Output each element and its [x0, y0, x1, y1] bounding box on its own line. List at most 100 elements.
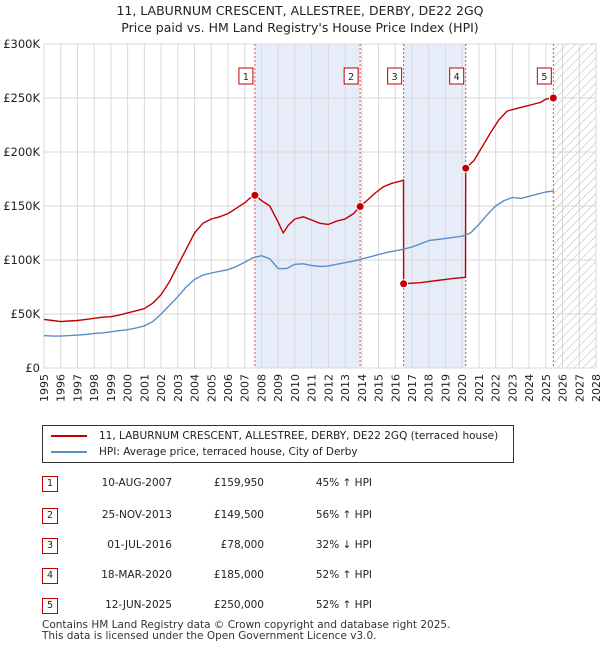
y-tick-label: £200K — [3, 145, 40, 159]
y-tick-label: £250K — [3, 91, 40, 105]
sale-number-badge: 2 — [42, 508, 58, 524]
x-tick-label: 2011 — [306, 374, 319, 402]
sale-number-badge: 3 — [42, 538, 58, 554]
x-tick-label: 2016 — [389, 374, 402, 402]
x-tick-label: 2022 — [490, 374, 503, 402]
x-tick-label: 2015 — [373, 374, 386, 402]
sale-point — [250, 190, 260, 200]
x-tick-label: 2006 — [222, 374, 235, 402]
legend: 11, LABURNUM CRESCENT, ALLESTREE, DERBY,… — [42, 425, 514, 463]
sale-price: £149,500 — [213, 509, 264, 521]
sale-label-box — [238, 67, 254, 85]
series-line-hpi — [43, 190, 555, 337]
chart-title: 11, LABURNUM CRESCENT, ALLESTREE, DERBY,… — [116, 3, 484, 18]
x-tick-label: 2012 — [322, 374, 335, 402]
y-tick-label: £50K — [11, 307, 41, 321]
x-tick-label: 2010 — [289, 374, 302, 402]
x-tick-label: 2014 — [356, 374, 369, 402]
y-tick-label: £150K — [3, 199, 40, 213]
y-tick-label: £100K — [3, 253, 40, 267]
legend-swatch-hpi — [51, 451, 87, 453]
sale-hpi-change: 45% ↑ HPI — [315, 477, 372, 489]
x-tick-label: 1998 — [88, 374, 101, 402]
sale-price: £78,000 — [220, 539, 264, 551]
sale-labels: 1 2 3 4 5 — [238, 67, 552, 85]
chart-title-block: 11, LABURNUM CRESCENT, ALLESTREE, DERBY,… — [0, 2, 600, 36]
x-tick-label: 2026 — [557, 374, 570, 402]
y-tick-label: £0 — [25, 361, 40, 375]
sale-number-badge: 5 — [42, 598, 58, 614]
x-tick-label: 2007 — [239, 374, 252, 402]
x-tick-label: 2023 — [506, 374, 519, 402]
sale-points — [250, 93, 558, 289]
sale-price: £185,000 — [213, 569, 264, 581]
x-tick-label: 1996 — [55, 374, 68, 402]
y-tick-label: £300K — [3, 37, 40, 51]
x-tick-label: 2019 — [439, 374, 452, 402]
sale-row: 3 01-JUL-2016 £78,000 32% ↓ HPI — [42, 536, 582, 556]
x-tick-label: 2013 — [339, 374, 352, 402]
sale-label-number: 1 — [243, 72, 249, 83]
sale-row: 4 18-MAR-2020 £185,000 52% ↑ HPI — [42, 566, 582, 586]
x-tick-label: 1999 — [105, 374, 118, 402]
sale-price: £159,950 — [213, 477, 264, 489]
sale-hpi-change: 52% ↑ HPI — [315, 599, 372, 611]
sale-date: 25-NOV-2013 — [101, 509, 172, 521]
x-tick-label: 2025 — [540, 374, 553, 402]
sale-price: £250,000 — [213, 599, 264, 611]
sale-date: 12-JUN-2025 — [105, 599, 172, 611]
sale-hpi-change: 52% ↑ HPI — [315, 569, 372, 581]
x-tick-label: 2002 — [155, 374, 168, 402]
x-tick-label: 2017 — [406, 374, 419, 402]
x-tick-label: 2001 — [138, 374, 151, 402]
sale-point — [399, 279, 409, 289]
sale-date: 10-AUG-2007 — [101, 477, 172, 489]
x-tick-label: 2000 — [122, 374, 135, 402]
x-tick-label: 2027 — [573, 374, 586, 402]
sale-label-number: 5 — [541, 72, 547, 83]
legend-swatch-property — [51, 435, 87, 437]
x-tick-label: 2018 — [423, 374, 436, 402]
x-tick-label: 2024 — [523, 374, 536, 402]
x-tick-label: 2020 — [456, 374, 469, 402]
sale-label-number: 2 — [348, 72, 354, 83]
sale-label-box — [343, 67, 359, 85]
x-tick-label: 1995 — [38, 374, 51, 402]
forecast-hatched-area — [553, 44, 596, 368]
x-tick-label: 2005 — [205, 374, 218, 402]
forecast-hatch — [553, 44, 596, 368]
chart-subtitle: Price paid vs. HM Land Registry's House … — [121, 20, 479, 35]
sale-point — [461, 163, 471, 173]
x-tick-label: 2003 — [172, 374, 185, 402]
sale-date: 18-MAR-2020 — [101, 569, 172, 581]
sale-hpi-change: 56% ↑ HPI — [315, 509, 372, 521]
x-tick-label: 2021 — [473, 374, 486, 402]
sale-row: 1 10-AUG-2007 £159,950 45% ↑ HPI — [42, 474, 582, 494]
x-tick-label: 1997 — [71, 374, 84, 402]
footer: Contains HM Land Registry data © Crown c… — [42, 620, 450, 642]
legend-label-property: 11, LABURNUM CRESCENT, ALLESTREE, DERBY,… — [99, 430, 499, 442]
footer-copyright: Contains HM Land Registry data © Crown c… — [42, 619, 451, 631]
sale-point — [355, 202, 365, 212]
x-tick-label: 2028 — [590, 374, 600, 402]
sale-number-badge: 4 — [42, 568, 58, 584]
sale-label-box — [536, 67, 552, 85]
sale-row: 2 25-NOV-2013 £149,500 56% ↑ HPI — [42, 506, 582, 526]
footer-license: This data is licensed under the Open Gov… — [42, 630, 377, 642]
sale-label-number: 4 — [454, 72, 460, 83]
grid-lines — [43, 43, 597, 369]
x-tick-label: 2009 — [272, 374, 285, 402]
sale-label-number: 3 — [392, 72, 398, 83]
x-tick-label: 2004 — [189, 374, 202, 402]
legend-label-hpi: HPI: Average price, terraced house, City… — [99, 446, 358, 458]
sale-point — [548, 93, 558, 103]
sale-date: 01-JUL-2016 — [107, 539, 172, 551]
sale-label-box — [387, 67, 403, 85]
sale-row: 5 12-JUN-2025 £250,000 52% ↑ HPI — [42, 596, 582, 616]
sale-label-box — [449, 67, 465, 85]
sale-hpi-change: 32% ↓ HPI — [315, 539, 372, 551]
x-tick-label: 2008 — [255, 374, 268, 402]
sale-number-badge: 1 — [42, 476, 58, 492]
